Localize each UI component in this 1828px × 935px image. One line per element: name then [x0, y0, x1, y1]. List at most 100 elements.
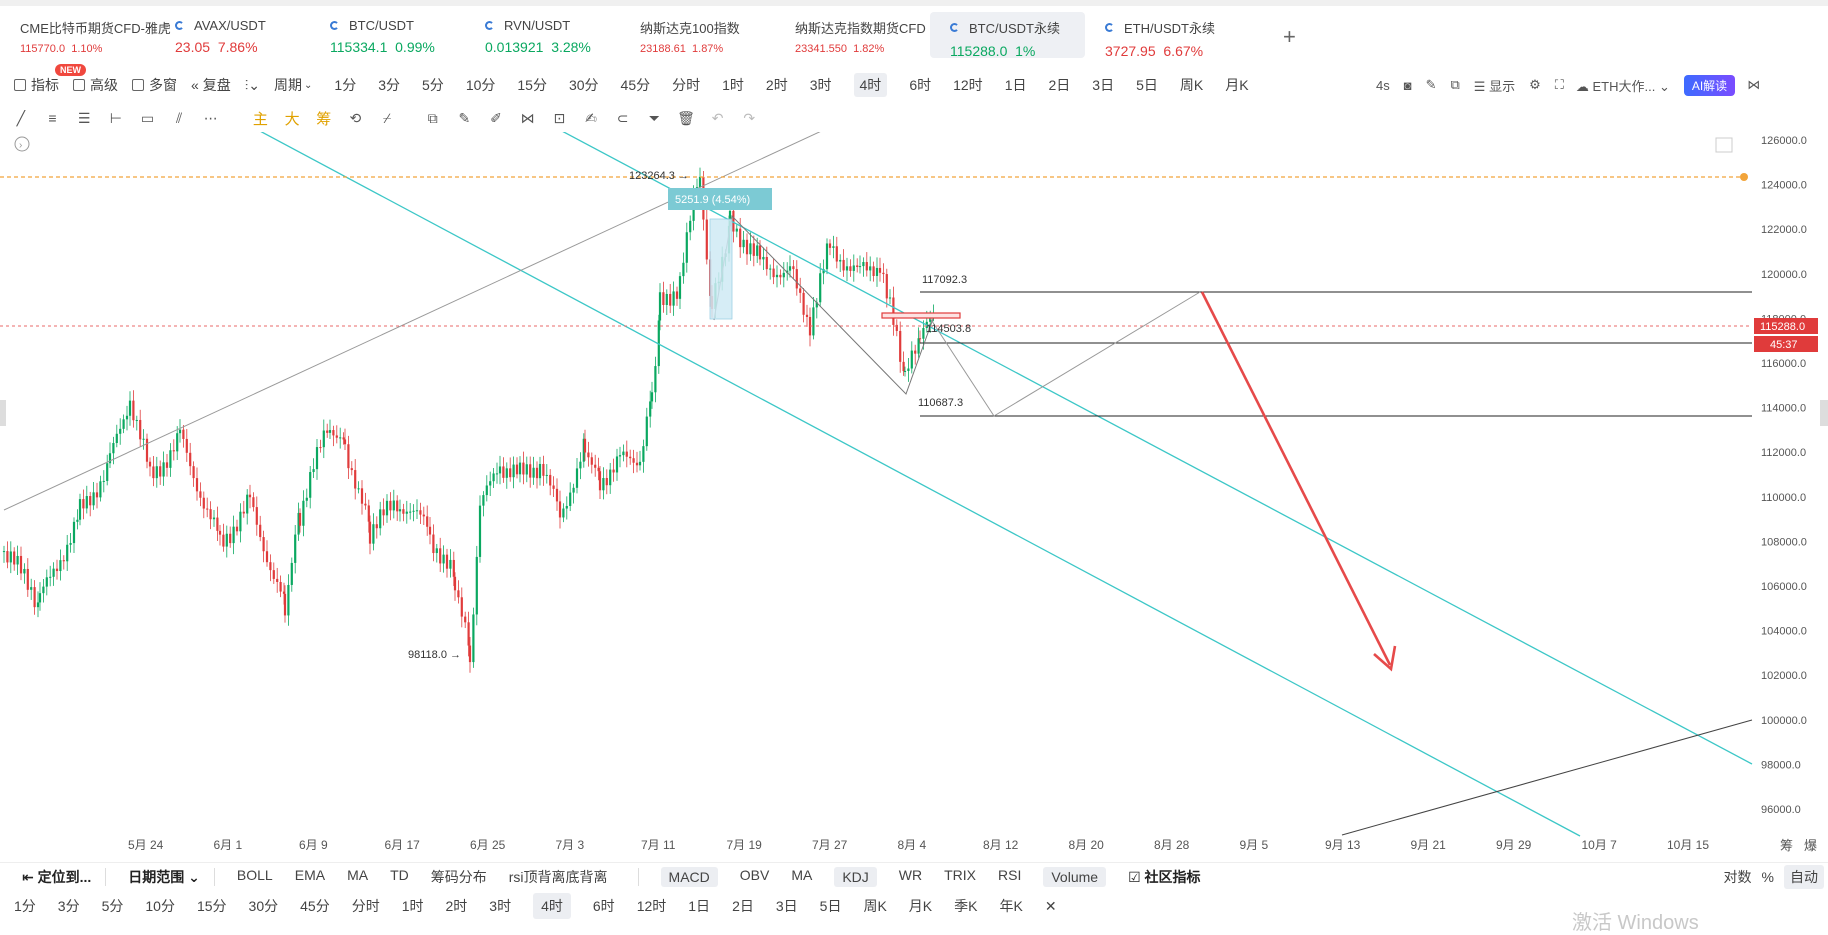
rectangle-icon[interactable]: ▭	[140, 109, 155, 126]
left-scroll-handle[interactable]	[0, 400, 6, 426]
period-option[interactable]: 1日	[1004, 77, 1027, 93]
period-option[interactable]: 45分	[620, 77, 651, 93]
bottom-period-option[interactable]: 1日	[688, 898, 711, 914]
bottom-period-option[interactable]: 季K	[954, 898, 978, 914]
ticker-tab[interactable]: AVAX/USDT 23.05 7.86%	[155, 12, 310, 58]
main-force-icon[interactable]: 主	[252, 110, 268, 128]
main-indicator[interactable]: EMA	[294, 867, 326, 883]
bottom-period-option[interactable]: 2时	[445, 898, 468, 914]
main-indicator[interactable]: TD	[390, 867, 409, 883]
bottom-period-option[interactable]: 5日	[819, 898, 842, 914]
big-order-icon[interactable]: 大	[284, 110, 300, 128]
down-arrow-line[interactable]	[1200, 291, 1392, 666]
period-option[interactable]: 1时	[722, 77, 744, 93]
period-option[interactable]: 12时	[953, 77, 983, 93]
edit-icon[interactable]: ✍	[585, 109, 597, 126]
current-price-tag[interactable]	[1754, 318, 1818, 334]
bottom-period-option[interactable]: 12时	[636, 898, 667, 914]
sub-indicator[interactable]: MA	[791, 867, 813, 883]
bottom-period-option[interactable]: 4时	[533, 893, 571, 919]
ticker-tab[interactable]: 纳斯达克100指数 23188.61 1.87%	[620, 12, 775, 58]
channel-upper-line[interactable]	[560, 132, 1753, 765]
period-dropdown[interactable]: 周期 ⌄	[274, 77, 313, 93]
bottom-period-option[interactable]: 周K	[863, 898, 887, 914]
ai-analysis-button[interactable]: AI解读	[1683, 74, 1736, 96]
indicator-button[interactable]: 指标	[14, 75, 59, 95]
date-axis[interactable]: 5月 24 6月 1 6月 9 6月 17 6月 25 7月 3 7月 11 7月 19 7月 …	[128, 838, 1709, 852]
right-scroll-handle[interactable]	[1820, 400, 1828, 426]
trash-icon[interactable]: 🗑	[677, 109, 695, 126]
sub-indicator[interactable]: MACD	[660, 867, 718, 887]
multi-window-button[interactable]: 多窗	[132, 75, 177, 95]
expand-icon[interactable]	[1715, 137, 1733, 153]
line-tool-icon[interactable]: ╱	[16, 109, 26, 126]
pencil-icon[interactable]: ✎	[458, 109, 471, 126]
add-tab-button[interactable]: +	[1283, 24, 1296, 49]
corner-label-chip[interactable]: 筹	[1780, 838, 1793, 853]
pen-icon[interactable]: ✎	[1425, 77, 1437, 92]
period-option[interactable]: 10分	[465, 77, 496, 93]
ticker-tab[interactable]: 纳斯达克指数期货CFD 23341.550 1.82%	[775, 12, 930, 58]
main-indicator[interactable]: 筹码分布	[430, 869, 487, 885]
period-option[interactable]: 周K	[1179, 77, 1204, 93]
bottom-period-option[interactable]: 10分	[145, 898, 175, 914]
bottom-period-option[interactable]: 1时	[401, 898, 424, 914]
close-icon[interactable]: ✕	[1044, 897, 1057, 914]
period-option[interactable]: 分时	[672, 77, 701, 93]
sub-indicator[interactable]: TRIX	[944, 867, 977, 883]
refresh-interval[interactable]: 4s	[1376, 77, 1390, 93]
ticker-tab[interactable]: BTC/USDT 115334.1 0.99%	[310, 12, 465, 58]
period-option[interactable]: 1分	[334, 77, 357, 93]
locate-button[interactable]: ⇤ 定位到...	[22, 869, 92, 885]
share-icon[interactable]: ⋈	[1747, 77, 1761, 92]
more-icon[interactable]: ⋯	[203, 109, 218, 126]
log-scale-toggle[interactable]: 对数	[1723, 869, 1752, 885]
bottom-period-option[interactable]: 3时	[489, 898, 512, 914]
horizontal-ray-icon[interactable]: ⊢	[109, 109, 122, 126]
period-option[interactable]: 2时	[765, 77, 788, 93]
period-option[interactable]: 30分	[568, 77, 599, 93]
bottom-period-option[interactable]: 45分	[300, 898, 330, 914]
bottom-period-option[interactable]: 2日	[732, 898, 754, 914]
percent-toggle[interactable]: %	[1761, 869, 1774, 885]
date-range-button[interactable]: 日期范围 ⌄	[128, 869, 200, 885]
sub-indicator[interactable]: RSI	[998, 867, 1022, 883]
period-option[interactable]: 15分	[517, 77, 547, 93]
horizontal-lines-icon[interactable]: ≡	[48, 110, 57, 126]
period-option[interactable]: 月K	[1225, 77, 1249, 93]
chip-icon[interactable]: 筹	[316, 110, 332, 128]
period-option[interactable]: 3分	[378, 77, 401, 93]
lock-icon[interactable]: ⊡	[553, 109, 566, 126]
advanced-button[interactable]: 高级	[73, 75, 118, 95]
resistance-box[interactable]	[881, 312, 961, 319]
filter-icon[interactable]: ⏷	[648, 109, 660, 126]
ticker-tab[interactable]: CME比特币期货CFD-雅虎 115770.0 1.10%	[0, 12, 171, 58]
bottom-period-option[interactable]: 1分	[14, 898, 36, 914]
copy-icon[interactable]: ⧉	[427, 109, 438, 126]
bottom-period-option[interactable]: 30分	[248, 898, 279, 914]
window-icon[interactable]: ⧉	[1450, 77, 1460, 92]
ticker-tab[interactable]: BTC/USDT永续 115288.0 1%	[930, 12, 1085, 59]
auto-scale-toggle[interactable]: 自动	[1784, 865, 1824, 889]
chart-type-button[interactable]: ⫶⌄	[245, 77, 260, 94]
period-option[interactable]: 5分	[422, 77, 444, 93]
main-indicator[interactable]: MA	[347, 867, 369, 883]
period-option[interactable]: 2日	[1048, 77, 1071, 93]
corner-label-burst[interactable]: 爆	[1804, 838, 1817, 853]
bottom-period-option[interactable]: 3分	[57, 898, 80, 914]
main-indicator[interactable]: rsi顶背离底背离	[508, 869, 608, 885]
high-marker[interactable]	[1740, 173, 1748, 181]
period-option[interactable]: 3日	[1092, 77, 1115, 93]
bottom-period-option[interactable]: 15分	[196, 898, 227, 914]
price-chart[interactable]: 123264.3 → 98118.0 → 5251.9 (4.54%) 1170…	[0, 132, 1828, 860]
main-indicator[interactable]: BOLL	[236, 867, 273, 883]
camera-icon[interactable]: ◙	[1403, 77, 1412, 93]
undo-icon[interactable]: ↶	[711, 109, 724, 126]
bottom-period-option[interactable]: 月K	[908, 898, 933, 914]
bottom-period-option[interactable]: 分时	[351, 898, 380, 914]
ticker-tab[interactable]: ETH/USDT永续 3727.95 6.67%	[1085, 12, 1240, 59]
fullscreen-icon[interactable]: ⛶	[1554, 77, 1564, 92]
replay-button[interactable]: «复盘	[191, 77, 231, 93]
price-axis[interactable]: 126000.0124000.0122000.0120000.0118000.0…	[1761, 135, 1807, 816]
collapse-icon[interactable]	[14, 136, 30, 152]
